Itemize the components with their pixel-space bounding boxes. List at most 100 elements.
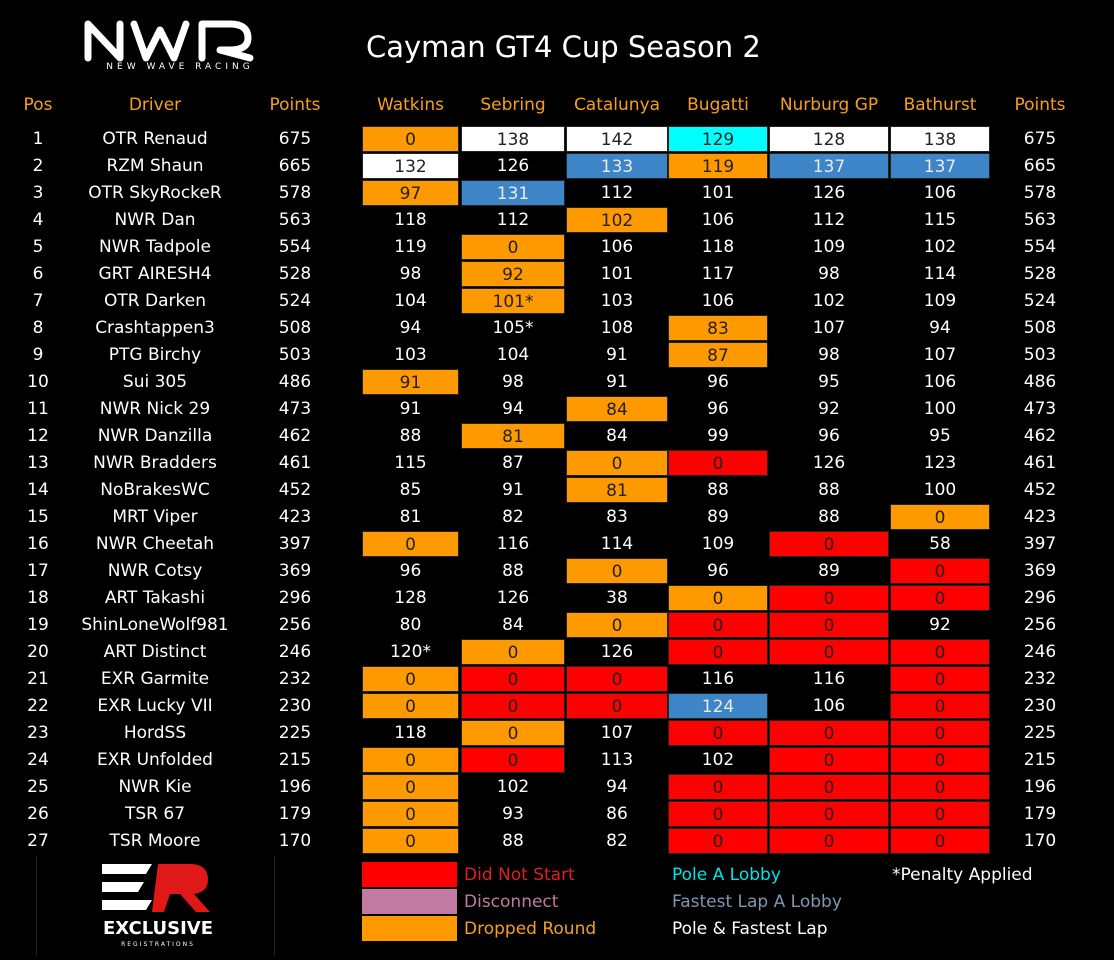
result-cell-catalunya: 86 xyxy=(606,804,628,824)
result-cell-catalunya: 0 xyxy=(566,612,668,638)
exclusive-registrations-logo: EXCLUSIVE REGISTRATIONS xyxy=(102,864,213,948)
points-cell: 554 xyxy=(278,237,312,257)
points-cell: 397 xyxy=(278,534,312,554)
driver-cell: OTR SkyRockeR xyxy=(88,183,222,203)
result-cell-catalunya: 81 xyxy=(566,477,668,503)
points-cell: 215 xyxy=(278,750,312,770)
driver-cell: NWR Bradders xyxy=(93,453,217,473)
result-cell-nurburg: 106 xyxy=(812,696,846,716)
result-cell-sebring: 0 xyxy=(461,720,565,746)
result-cell-watkins: 91 xyxy=(362,369,459,395)
result-cell-watkins: 98 xyxy=(399,264,422,284)
result-cell-sebring: 91 xyxy=(502,480,524,500)
total-points-cell: 246 xyxy=(1023,642,1057,662)
result-cell-watkins: 94 xyxy=(399,318,422,338)
driver-cell: PTG Birchy xyxy=(108,345,202,365)
total-points-cell: 296 xyxy=(1023,588,1057,608)
total-points-cell: 503 xyxy=(1023,345,1057,365)
legend-dropped: Dropped Round xyxy=(464,919,597,939)
result-cell-sebring: 0 xyxy=(461,693,565,719)
result-cell-catalunya: 94 xyxy=(606,777,628,797)
footer-divider-right xyxy=(274,856,275,956)
result-cell-bugatti: 96 xyxy=(707,399,729,419)
footer-divider-left xyxy=(36,856,37,956)
result-cell-watkins: 118 xyxy=(394,210,427,230)
position-cell: 27 xyxy=(27,831,49,851)
legend-both: Pole & Fastest Lap xyxy=(672,919,828,939)
driver-cell: ART Distinct xyxy=(103,642,207,662)
result-cell-nurburg: 0 xyxy=(769,774,889,800)
result-cell-watkins: 119 xyxy=(394,237,427,257)
position-cell: 18 xyxy=(27,588,49,608)
result-cell-nurburg: 0 xyxy=(769,801,889,827)
total-points-cell: 528 xyxy=(1023,264,1057,284)
position-cell: 11 xyxy=(27,399,49,419)
legend-penalty: *Penalty Applied xyxy=(892,865,1033,885)
result-cell-bugatti: 83 xyxy=(668,315,768,341)
col-header-nurburg: Nurburg GP xyxy=(779,95,879,115)
result-cell-bugatti: 0 xyxy=(668,450,768,476)
result-cell-bugatti: 118 xyxy=(701,237,735,257)
result-cell-watkins: 0 xyxy=(362,531,459,557)
driver-cell: GRT AIRESH4 xyxy=(98,264,212,284)
result-cell-catalunya: 82 xyxy=(606,831,628,851)
result-cell-bathurst: 0 xyxy=(890,828,990,854)
position-cell: 26 xyxy=(27,804,49,824)
result-cell-sebring: 104 xyxy=(496,345,530,365)
driver-cell: NoBrakesWC xyxy=(100,480,210,500)
points-cell: 423 xyxy=(278,507,312,527)
total-points-cell: 461 xyxy=(1023,453,1057,473)
result-cell-sebring: 87 xyxy=(502,453,524,473)
driver-cell: Sui 305 xyxy=(122,372,188,392)
result-cell-watkins: 0 xyxy=(362,126,459,152)
total-points-cell: 578 xyxy=(1023,183,1057,203)
result-cell-watkins: 80 xyxy=(399,615,422,635)
driver-cell: NWR Nick 29 xyxy=(99,399,211,419)
result-cell-catalunya: 114 xyxy=(600,534,634,554)
result-cell-nurburg: 0 xyxy=(769,639,889,665)
position-cell: 7 xyxy=(32,291,44,311)
result-cell-nurburg: 102 xyxy=(812,291,846,311)
result-cell-sebring: 126 xyxy=(496,588,530,608)
page-title: Cayman GT4 Cup Season 2 xyxy=(366,30,761,64)
result-cell-bugatti: 117 xyxy=(701,264,735,284)
position-cell: 16 xyxy=(27,534,49,554)
result-cell-bugatti: 0 xyxy=(668,774,768,800)
position-cell: 12 xyxy=(27,426,49,446)
result-cell-bugatti: 0 xyxy=(668,639,768,665)
result-cell-bathurst: 115 xyxy=(923,210,957,230)
points-cell: 563 xyxy=(278,210,312,230)
total-points-cell: 215 xyxy=(1023,750,1057,770)
result-cell-sebring: 105* xyxy=(492,318,534,338)
driver-cell: OTR Darken xyxy=(104,291,206,311)
result-cell-catalunya: 108 xyxy=(600,318,634,338)
result-cell-sebring: 98 xyxy=(502,372,524,392)
position-cell: 15 xyxy=(27,507,49,527)
result-cell-watkins: 103 xyxy=(394,345,427,365)
result-cell-bathurst: 0 xyxy=(890,747,990,773)
points-cell: 232 xyxy=(278,669,312,689)
legend-pole: Pole A Lobby xyxy=(672,865,781,885)
result-cell-nurburg: 112 xyxy=(812,210,846,230)
result-cell-catalunya: 113 xyxy=(600,750,634,770)
position-cell: 20 xyxy=(27,642,49,662)
sponsor-name: EXCLUSIVE xyxy=(103,918,213,939)
points-cell: 473 xyxy=(278,399,312,419)
points-cell: 179 xyxy=(278,804,312,824)
position-cell: 25 xyxy=(27,777,49,797)
points-cell: 296 xyxy=(278,588,312,608)
result-cell-bathurst: 102 xyxy=(923,237,957,257)
result-cell-sebring: 112 xyxy=(496,210,530,230)
result-cell-sebring: 0 xyxy=(461,234,565,260)
result-cell-sebring: 88 xyxy=(502,831,524,851)
result-cell-nurburg: 0 xyxy=(769,585,889,611)
result-cell-nurburg: 0 xyxy=(769,720,889,746)
col-header-watkins: Watkins xyxy=(376,95,444,115)
total-points-cell: 665 xyxy=(1023,156,1057,176)
result-cell-nurburg: 95 xyxy=(818,372,840,392)
total-points-cell: 225 xyxy=(1023,723,1057,743)
result-cell-nurburg: 107 xyxy=(812,318,846,338)
points-cell: 225 xyxy=(278,723,312,743)
result-cell-bathurst: 92 xyxy=(929,615,951,635)
result-cell-nurburg: 0 xyxy=(769,531,889,557)
